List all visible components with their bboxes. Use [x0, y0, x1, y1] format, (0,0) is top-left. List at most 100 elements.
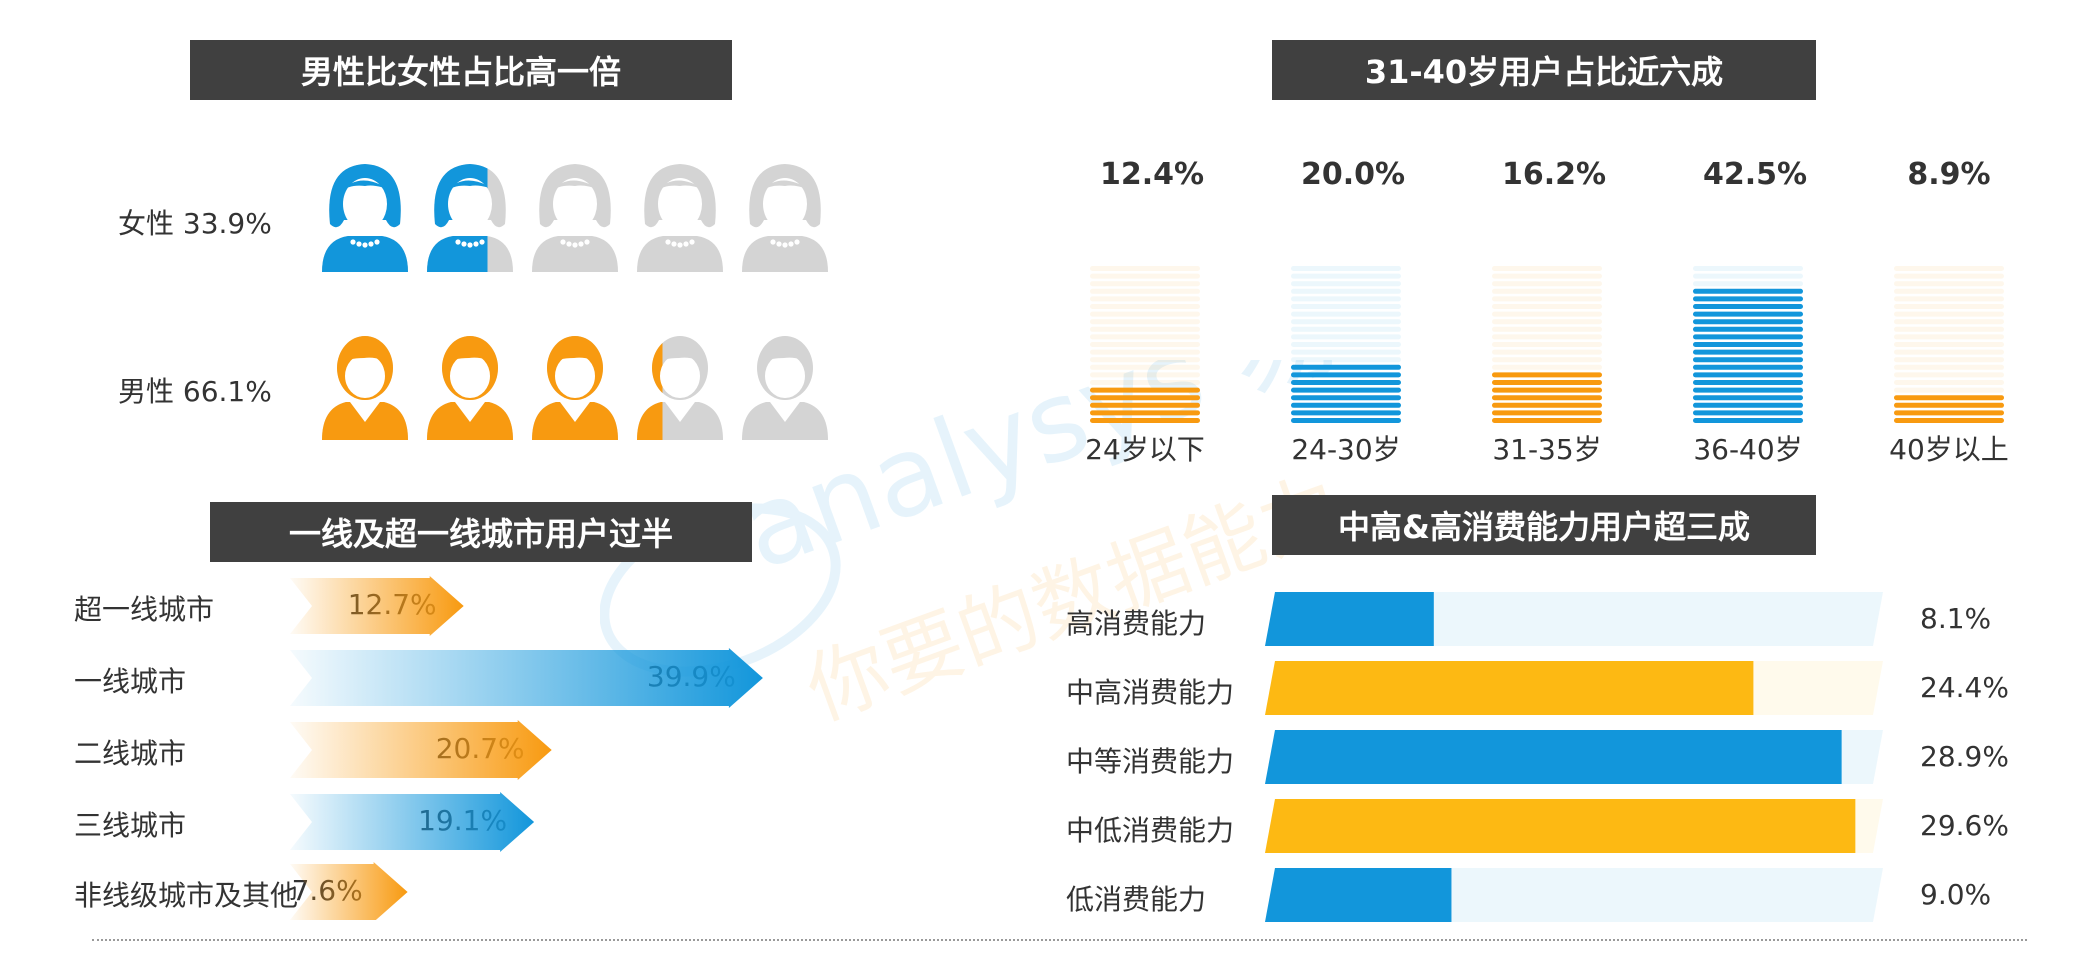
age-bar-track [1291, 334, 1401, 340]
age-bar-segment [1693, 387, 1803, 393]
age-value-label: 16.2% [1502, 157, 1607, 192]
age-bar-track [1291, 304, 1401, 309]
age-bar-segment [1894, 395, 2004, 401]
age-bar-track [1894, 357, 2004, 363]
consumption-value-label: 29.6% [1920, 809, 2009, 842]
age-bar-track [1894, 342, 2004, 347]
age-bar-track [1693, 266, 1803, 271]
age-bar-track [1492, 334, 1602, 340]
age-category-label: 31-35岁 [1492, 433, 1602, 466]
age-bar-track [1492, 304, 1602, 309]
age-bar-track [1894, 326, 2004, 332]
age-bar-track [1894, 319, 2004, 325]
age-bar-segment [1693, 319, 1803, 325]
age-bar-track [1894, 387, 2004, 393]
age-bar-segment [1492, 410, 1602, 416]
consumption-value-label: 28.9% [1920, 740, 2009, 773]
consumption-label: 低消费能力 [1066, 883, 1207, 916]
age-bar-segment [1291, 372, 1401, 378]
male-user-icon-filled [532, 336, 618, 440]
age-bar-segment [1693, 349, 1803, 355]
consumption-label: 中低消费能力 [1066, 814, 1235, 847]
age-bar-track [1894, 372, 2004, 378]
consumption-bar-chart [1265, 592, 1883, 922]
age-bar-segment [1693, 288, 1803, 294]
age-bar-segment [1894, 418, 2004, 423]
age-bar-track [1492, 342, 1602, 347]
age-bar-track [1894, 380, 2004, 385]
female-user-icon [532, 164, 618, 272]
age-bar-segment [1693, 410, 1803, 416]
age-bar-track [1291, 296, 1401, 302]
age-bar-segment [1894, 410, 2004, 416]
age-bar-segment [1090, 387, 1200, 393]
age-bar-track [1492, 296, 1602, 302]
age-bar-segment [1693, 418, 1803, 423]
male-user-icon-filled [637, 343, 663, 440]
age-bar-segment [1492, 418, 1602, 423]
age-bar-track [1090, 311, 1200, 317]
male-user-icon [742, 336, 828, 440]
age-bar-track [1492, 311, 1602, 317]
age-bar-track [1090, 296, 1200, 302]
gender-title: 男性比女性占比高一倍 [190, 40, 732, 100]
city-arrow-bar [290, 648, 763, 708]
age-bar-segment [1090, 418, 1200, 423]
age-bar-track [1492, 266, 1602, 271]
age-bar-track [1894, 266, 2004, 271]
age-bar-track [1291, 326, 1401, 332]
age-bar-segment [1492, 402, 1602, 408]
age-bar-segment [1291, 395, 1401, 401]
age-bar-track [1492, 288, 1602, 294]
age-category-label: 24-30岁 [1291, 433, 1401, 466]
age-bar-segment [1090, 402, 1200, 408]
age-bar-segment [1291, 364, 1401, 370]
female-user-icon [637, 164, 723, 272]
age-bar-track [1090, 372, 1200, 378]
age-bar-track [1492, 364, 1602, 370]
age-bar-segment [1090, 395, 1200, 401]
city-label: 非线级城市及其他 [74, 879, 299, 912]
age-category-label: 40岁以上 [1889, 433, 2009, 466]
consumption-bar-fill [1265, 868, 1452, 922]
age-bar-track [1291, 273, 1401, 279]
consumption-bar-fill [1265, 730, 1842, 784]
age-bar-segment [1492, 380, 1602, 385]
age-bar-segment [1693, 372, 1803, 378]
age-bar-track [1894, 311, 2004, 317]
age-bar-track [1492, 281, 1602, 287]
age-title: 31-40岁用户占比近六成 [1272, 40, 1816, 100]
age-bar-track [1090, 334, 1200, 340]
age-bar-track [1894, 273, 2004, 279]
consumption-label: 中高消费能力 [1066, 676, 1235, 709]
age-category-label: 36-40岁 [1693, 433, 1803, 466]
age-bar-segment [1693, 342, 1803, 347]
age-bar-chart [1090, 266, 2004, 423]
male-user-icon-filled [322, 336, 408, 440]
age-bar-track [1090, 349, 1200, 355]
consumption-bar-fill [1265, 661, 1754, 715]
age-bar-track [1090, 364, 1200, 370]
age-bar-track [1291, 349, 1401, 355]
city-label: 一线城市 [74, 665, 187, 698]
city-arrow-bar [290, 576, 464, 636]
city-label: 超一线城市 [74, 593, 215, 626]
age-bar-segment [1693, 395, 1803, 401]
age-bar-track [1894, 281, 2004, 287]
age-bar-segment [1693, 334, 1803, 340]
city-arrow-bar [290, 720, 552, 780]
age-value-label: 42.5% [1703, 157, 1808, 192]
age-bar-track [1090, 273, 1200, 279]
age-bar-track [1090, 266, 1200, 271]
age-bar-track [1090, 326, 1200, 332]
age-bar-track [1894, 304, 2004, 309]
age-bar-track [1090, 319, 1200, 325]
female-label: 女性 33.9% [118, 207, 272, 240]
consumption-title: 中高&高消费能力用户超三成 [1272, 495, 1816, 555]
age-bar-segment [1291, 410, 1401, 416]
city-arrow-chart [290, 576, 763, 920]
age-bar-track [1894, 364, 2004, 370]
city-label: 三线城市 [74, 809, 187, 842]
age-bar-segment [1291, 418, 1401, 423]
age-bar-track [1090, 288, 1200, 294]
